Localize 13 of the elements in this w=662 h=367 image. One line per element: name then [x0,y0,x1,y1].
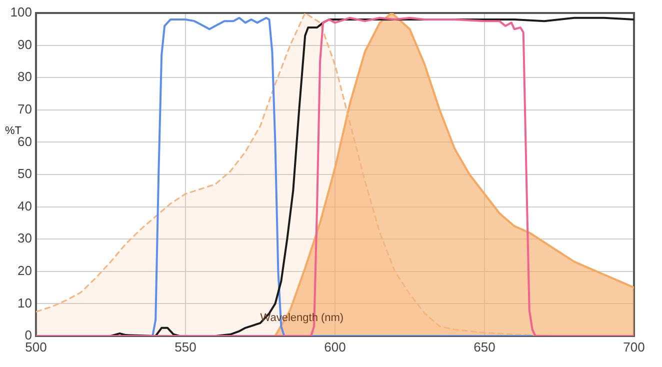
y-tick-label: 40 [18,198,32,214]
y-tick-label: 80 [18,69,32,84]
x-tick-label: 650 [474,339,496,354]
y-tick-label: 20 [18,262,32,278]
y-tick-label: 90 [18,36,32,52]
y-tick-label: 10 [18,295,32,310]
x-tick-label: 550 [174,339,196,354]
y-tick-label: 100 [10,4,32,20]
y-tick-label: 50 [18,166,32,182]
y-tick-label: 70 [18,101,32,116]
x-tick-label: 700 [623,339,645,354]
y-tick-label: 30 [18,230,32,246]
x-tick-label: 600 [324,339,346,354]
